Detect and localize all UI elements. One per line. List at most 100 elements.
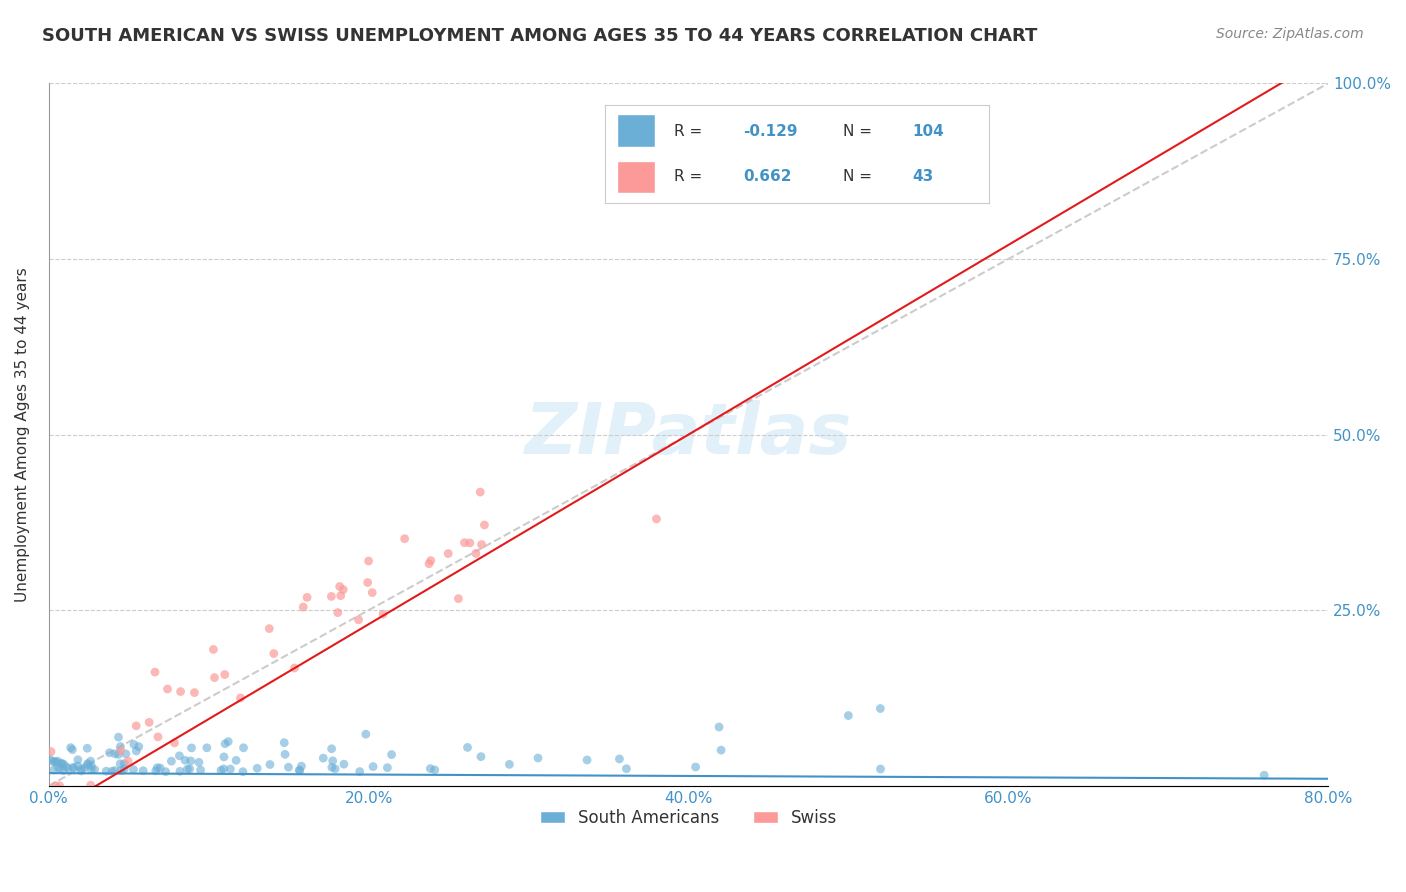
Point (377, 761, 399, 775)
Point (471, 537, 494, 551)
Point (60, 742, 83, 756)
Point (55, 760, 77, 774)
Point (42, 763, 65, 777)
Point (869, 762, 891, 776)
Point (464, 546, 486, 560)
Point (288, 763, 311, 777)
Point (46, 754, 69, 768)
Point (214, 737, 236, 751)
Y-axis label: Unemployment Among Ages 35 to 44 years: Unemployment Among Ages 35 to 44 years (15, 268, 30, 602)
Point (155, 764, 177, 779)
Point (112, 756, 135, 771)
Point (169, 764, 191, 779)
Legend: South Americans, Swiss: South Americans, Swiss (533, 802, 844, 834)
Point (470, 485, 492, 500)
Point (274, 747, 297, 762)
Point (361, 759, 384, 773)
Point (321, 741, 343, 756)
Point (48, 779, 70, 793)
Point (42, 754, 65, 768)
Point (616, 762, 638, 776)
Point (156, 681, 179, 696)
Point (458, 536, 481, 550)
Point (77, 757, 100, 772)
Point (356, 575, 378, 590)
Point (58, 762, 80, 776)
Point (209, 764, 232, 778)
Point (349, 764, 371, 779)
Point (46, 760, 69, 774)
Point (98, 746, 121, 760)
Point (645, 512, 668, 526)
Point (66, 759, 89, 773)
Point (44, 755, 66, 769)
Point (288, 764, 311, 778)
Point (146, 730, 169, 744)
Point (263, 647, 285, 661)
Text: ZIPatlas: ZIPatlas (524, 401, 852, 469)
Point (329, 579, 352, 593)
Point (96, 764, 118, 779)
Point (225, 753, 247, 767)
Point (323, 762, 346, 776)
Point (146, 761, 169, 775)
Point (470, 749, 492, 764)
Point (321, 590, 343, 604)
Point (112, 762, 135, 776)
Point (347, 613, 370, 627)
Point (195, 740, 218, 755)
Point (259, 757, 281, 772)
Point (62, 760, 84, 774)
Point (183, 685, 205, 699)
Point (104, 764, 127, 778)
Point (52, 757, 75, 772)
Point (80, 778, 103, 792)
Point (419, 553, 441, 567)
Point (474, 518, 496, 533)
Point (79, 754, 101, 768)
Point (232, 764, 254, 779)
Point (149, 761, 172, 775)
Point (169, 748, 191, 763)
Point (179, 762, 201, 776)
Point (419, 762, 441, 776)
Point (312, 751, 335, 765)
Point (107, 730, 129, 744)
Point (357, 554, 380, 568)
Point (70, 764, 93, 778)
Point (117, 754, 139, 768)
Point (576, 753, 599, 767)
Point (76, 741, 98, 756)
Point (125, 744, 148, 758)
Point (44, 755, 66, 769)
Point (73, 761, 96, 775)
Point (685, 760, 707, 774)
Point (869, 701, 891, 715)
Point (609, 752, 631, 766)
Point (125, 719, 148, 733)
Point (259, 622, 281, 636)
Point (110, 764, 132, 778)
Point (329, 589, 352, 603)
Point (115, 747, 138, 761)
Point (394, 532, 416, 546)
Point (212, 750, 235, 764)
Point (180, 754, 202, 768)
Point (437, 547, 460, 561)
Point (145, 764, 167, 778)
Point (83, 763, 105, 777)
Point (174, 753, 197, 767)
Point (1253, 768, 1275, 782)
Point (176, 762, 198, 776)
Point (453, 535, 475, 549)
Point (122, 738, 145, 752)
Point (277, 760, 299, 774)
Point (202, 642, 225, 657)
Point (101, 764, 124, 779)
Point (132, 764, 155, 778)
Point (423, 763, 446, 777)
Point (321, 760, 343, 774)
Point (38, 752, 60, 766)
Point (418, 557, 440, 571)
Point (214, 667, 236, 681)
